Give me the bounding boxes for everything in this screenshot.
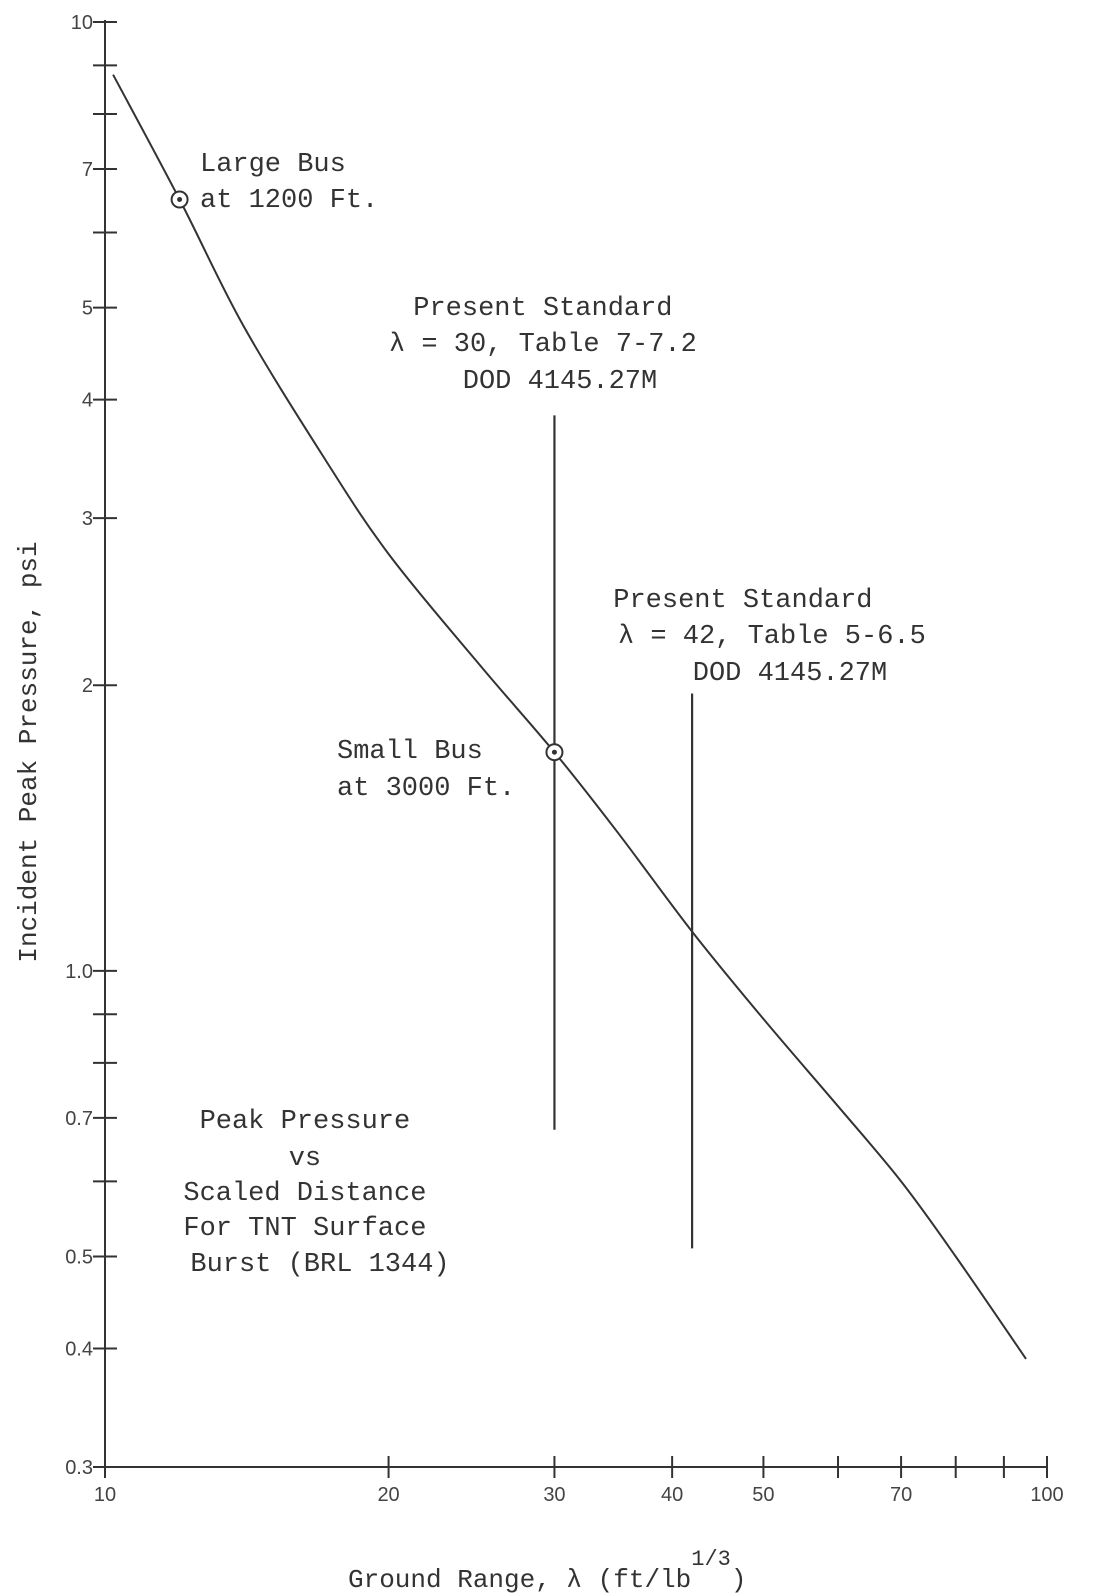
large-bus-label-line-1: Large Bus — [200, 150, 346, 180]
standard-30-label-line-3: DOD 4145.27M — [463, 367, 657, 397]
y-tick-label-0-3: 0.3 — [65, 1457, 93, 1479]
small-bus-label-line-2: at 3000 Ft. — [337, 774, 515, 804]
standard-30-label-line-2: λ = 30, Table 7-7.2 — [389, 330, 697, 360]
standard-42-label: Present Standard λ = 42, Table 5-6.5 DOD… — [613, 586, 942, 689]
curve-layer — [112, 74, 1027, 1360]
standard-42-label-line-2: λ = 42, Table 5-6.5 — [618, 622, 926, 652]
x-tick-label-50: 50 — [752, 1484, 774, 1506]
standard-30-label: Present Standard λ = 30, Table 7-7.2 DOD… — [389, 294, 713, 397]
y-tick-label-3: 3 — [82, 508, 93, 530]
large-bus-label: Large Bus at 1200 Ft. — [200, 150, 378, 216]
x-tick-label-10: 10 — [94, 1484, 116, 1506]
y-axis-title: Incident Peak Pressure, psi — [14, 541, 44, 962]
y-tick-label-4: 4 — [82, 390, 93, 412]
y-tick-label-5: 5 — [82, 298, 93, 320]
standard-42-label-line-1: Present Standard — [613, 586, 872, 616]
y-tick-label-0-4: 0.4 — [65, 1338, 93, 1360]
chart-caption-line-4: For TNT Surface — [183, 1214, 426, 1244]
chart-caption: Peak Pressure vs Scaled Distance For TNT… — [183, 1107, 449, 1280]
x-axis-title-suffix: ) — [731, 1565, 747, 1595]
markers — [170, 190, 564, 762]
pressure-curve-0 — [112, 74, 1027, 1360]
y-tick-label-0-5: 0.5 — [65, 1246, 93, 1268]
y-ticks: 0.3 0.4 0.5 0.7 1.0 2 3 4 5 7 10 — [65, 12, 117, 1479]
y-tick-label-0-7: 0.7 — [65, 1108, 93, 1130]
x-axis-title-main: Ground Range, λ (ft/lb — [348, 1565, 691, 1595]
small-bus-marker-dot — [551, 749, 557, 755]
small-bus-label-line-1: Small Bus — [337, 737, 483, 767]
x-tick-label-40: 40 — [661, 1484, 683, 1506]
x-tick-label-20: 20 — [377, 1484, 399, 1506]
y-tick-label-2: 2 — [82, 675, 93, 697]
chart-caption-line-5: Burst (BRL 1344) — [190, 1250, 449, 1280]
reference-lines — [553, 415, 694, 1249]
large-bus-label-line-2: at 1200 Ft. — [200, 186, 378, 216]
x-tick-label-70: 70 — [890, 1484, 912, 1506]
large-bus-marker-dot — [177, 197, 183, 203]
x-axis-title: Ground Range, λ (ft/lb1/3) — [348, 1547, 746, 1595]
y-tick-label-1: 1.0 — [65, 961, 93, 983]
chart-caption-line-3: Scaled Distance — [183, 1179, 426, 1209]
small-bus-label: Small Bus at 3000 Ft. — [337, 737, 515, 804]
chart-caption-line-1: Peak Pressure — [200, 1107, 411, 1137]
x-ticks: 10 20 30 40 50 70 100 — [94, 1456, 1064, 1506]
small-bus-marker — [545, 743, 564, 762]
x-tick-label-30: 30 — [543, 1484, 565, 1506]
large-bus-marker — [170, 190, 189, 209]
axes — [104, 20, 1047, 1468]
x-tick-label-100: 100 — [1030, 1484, 1063, 1506]
y-tick-label-7: 7 — [82, 159, 93, 181]
chart-caption-line-2: vs — [289, 1144, 321, 1174]
x-axis-title-superscript: 1/3 — [691, 1547, 731, 1572]
standard-42-label-line-3: DOD 4145.27M — [693, 659, 887, 689]
y-tick-label-10: 10 — [71, 12, 93, 34]
standard-30-label-line-1: Present Standard — [413, 294, 672, 324]
